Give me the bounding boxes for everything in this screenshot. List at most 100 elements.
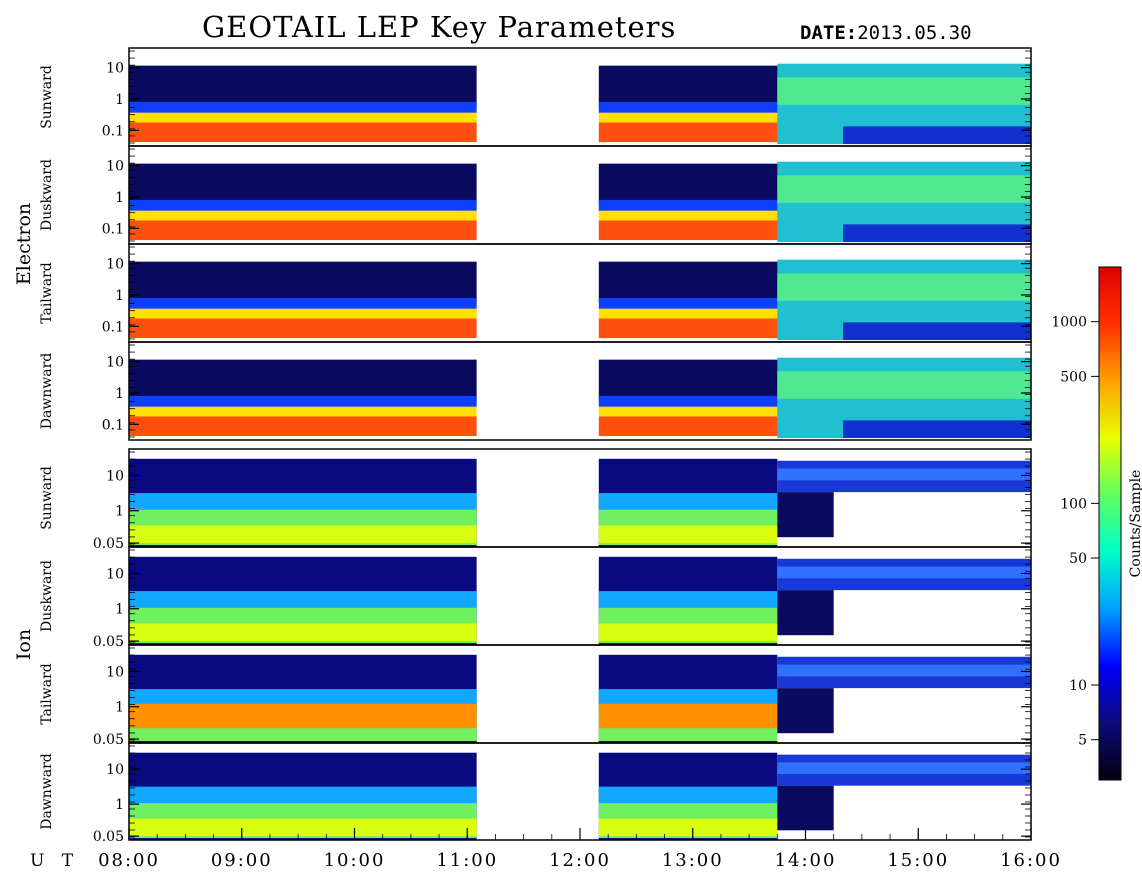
panel-electron-sunward-heatmap — [129, 63, 1031, 145]
x-tick-label: 12:00 — [549, 850, 611, 871]
panel-label-dawnward: Dawnward — [39, 753, 55, 830]
colorbar — [1098, 266, 1122, 781]
y-tick-label: 10 — [106, 468, 124, 484]
panel-label-dawnward: Dawnward — [39, 353, 55, 430]
band-dark-tail — [777, 590, 834, 636]
band-blue-core — [777, 468, 1031, 481]
y-tick-label: 10 — [106, 566, 124, 582]
y-tick-label: 0.05 — [93, 732, 124, 748]
date-label: DATE: — [800, 22, 858, 44]
y-tick-label: 1 — [115, 288, 124, 304]
panel-label-tailward: Tailward — [39, 663, 55, 725]
panel-label-sunward: Sunward — [39, 466, 55, 530]
panel-ion-dawnward-heatmap — [129, 743, 1031, 840]
colorbar-tick-label: 50 — [1069, 551, 1087, 567]
panel-label-tailward: Tailward — [39, 262, 55, 324]
y-tick-label: 10 — [106, 664, 124, 680]
x-axis-label: U T — [30, 851, 79, 871]
band-green — [777, 273, 1031, 301]
band-mid — [129, 199, 477, 212]
y-tick-label: 1 — [115, 602, 124, 618]
y-tick-label: 10 — [106, 61, 124, 77]
y-tick-label: 1 — [115, 504, 124, 520]
panel-ion-duskward-heatmap — [129, 547, 1031, 645]
y-tick-label: 0.1 — [102, 221, 124, 237]
band-orange — [129, 220, 477, 241]
y-tick-label: 1 — [115, 92, 124, 108]
y-tick-label: 0.05 — [93, 829, 124, 845]
y-tick-label: 0.1 — [102, 319, 124, 335]
band-yellow — [129, 210, 477, 221]
group-label-electron: Electron — [13, 203, 35, 285]
band-yellow — [129, 112, 477, 123]
x-tick-label: 13:00 — [662, 850, 724, 871]
band-yellow — [129, 525, 477, 544]
band-high — [129, 359, 477, 401]
panel-label-duskward: Duskward — [39, 560, 55, 632]
colorbar-tick-label: 500 — [1060, 369, 1087, 385]
x-tick-label: 09:00 — [211, 850, 273, 871]
x-tick-label: 15:00 — [887, 850, 949, 871]
y-tick-label: 0.05 — [93, 536, 124, 552]
band-blue-core — [777, 664, 1031, 677]
y-tick-label: 1 — [115, 797, 124, 813]
date-value: 2013.05.30 — [857, 22, 972, 44]
colorbar-tick-label: 10 — [1069, 678, 1087, 694]
colorbar-label: Counts/Sample — [1128, 470, 1142, 578]
band-low — [843, 224, 1031, 243]
x-tick-label: 11:00 — [436, 850, 498, 871]
band-mid — [129, 101, 477, 114]
y-tick-label: 10 — [106, 762, 124, 778]
band-orange — [129, 416, 477, 437]
colorbar-tick-label: 5 — [1078, 733, 1087, 749]
band-high — [129, 65, 477, 107]
panel-label-sunward: Sunward — [39, 65, 55, 129]
band-low — [843, 126, 1031, 145]
y-tick-label: 1 — [115, 700, 124, 716]
panel-ion-tailward-heatmap — [129, 645, 1031, 743]
y-tick-label: 0.1 — [102, 417, 124, 433]
band-blue-core — [777, 762, 1031, 775]
panel-electron-dawnward-heatmap — [129, 357, 1031, 439]
band-high — [129, 261, 477, 303]
band-low — [843, 420, 1031, 439]
chart-title: GEOTAIL LEP Key Parameters — [202, 10, 677, 44]
chart-date: DATE:2013.05.30 — [800, 22, 972, 44]
colorbar-tick-label: 1000 — [1051, 315, 1087, 331]
band-blue-core — [777, 566, 1031, 579]
band-yellow — [129, 818, 477, 837]
group-label-ion: Ion — [13, 629, 35, 660]
band-yellow — [129, 308, 477, 319]
band-yellow — [129, 406, 477, 417]
y-tick-label: 10 — [106, 355, 124, 371]
band-mid — [129, 395, 477, 408]
panel-electron-duskward-heatmap — [129, 161, 1031, 243]
x-tick-label: 08:00 — [98, 850, 160, 871]
band-low — [843, 322, 1031, 341]
y-tick-label: 10 — [106, 257, 124, 273]
band-dark-tail — [777, 688, 834, 734]
y-tick-label: 0.05 — [93, 634, 124, 650]
band-yellow — [129, 623, 477, 642]
y-tick-label: 10 — [106, 159, 124, 175]
panel-frame — [128, 341, 1032, 441]
band-orange — [129, 122, 477, 143]
band-green — [777, 371, 1031, 399]
panel-ion-sunward-heatmap — [129, 449, 1031, 547]
panel-electron-tailward-heatmap — [129, 259, 1031, 341]
y-tick-label: 1 — [115, 190, 124, 206]
band-dark-tail — [777, 492, 834, 538]
y-tick-label: 0.1 — [102, 123, 124, 139]
band-orange — [129, 318, 477, 339]
band-mid — [129, 297, 477, 310]
band-green — [777, 175, 1031, 203]
x-tick-label: 14:00 — [775, 850, 837, 871]
x-tick-label: 10:00 — [324, 850, 386, 871]
band-orange — [129, 703, 477, 729]
x-tick-label: 16:00 — [1000, 850, 1062, 871]
band-dark-tail — [777, 785, 834, 831]
y-tick-label: 1 — [115, 386, 124, 402]
panel-label-duskward: Duskward — [39, 159, 55, 231]
